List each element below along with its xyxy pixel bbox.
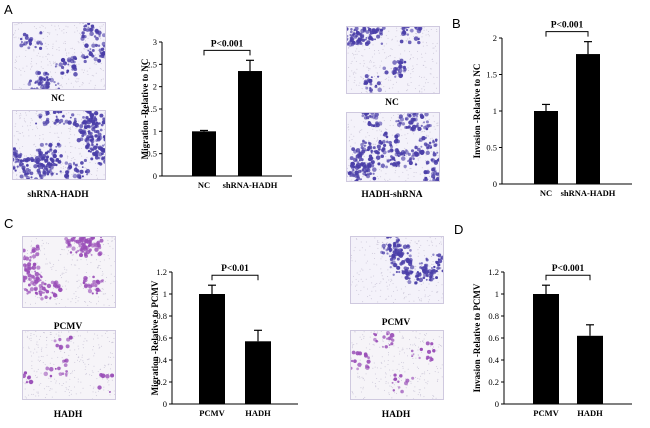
y-tick-label: 1 — [163, 289, 167, 299]
y-tick-label: 0.5 — [146, 149, 157, 159]
y-tick-label: 0 — [153, 171, 157, 181]
y-tick-label: 1.5 — [486, 70, 497, 80]
y-tick-label: 0.6 — [156, 333, 167, 343]
x-tick-label: HADH — [245, 408, 271, 418]
p-value-annotation: P<0.001 — [552, 264, 585, 274]
y-tick-label: 2 — [493, 33, 497, 43]
y-tick-label: 1 — [153, 126, 157, 136]
y-tick-label: 1.5 — [146, 104, 157, 114]
y-axis-label: Migration -Relative to NC — [140, 59, 150, 160]
micrograph-hadh-shrna-invasion — [346, 112, 440, 182]
x-tick-label: PCMV — [199, 408, 225, 418]
micrograph-pcmv-invasion — [350, 236, 444, 304]
y-tick-label: 0.6 — [488, 333, 499, 343]
y-tick-label: 0.8 — [156, 311, 167, 321]
y-tick-label: 0.4 — [488, 355, 499, 365]
micrograph-caption-nc-invasion: NC — [385, 98, 399, 108]
y-tick-label: 0.5 — [486, 143, 497, 153]
micrograph-caption-nc-migration: NC — [51, 94, 65, 104]
significance-bracket — [211, 274, 259, 281]
y-tick-label: 0 — [163, 399, 167, 409]
y-tick-label: 0.2 — [488, 377, 499, 387]
p-value-annotation: P<0.001 — [551, 21, 584, 31]
y-axis-label: Invasion -Relative to PCMV — [472, 283, 482, 392]
micrograph-nc-invasion — [346, 26, 440, 94]
bar — [534, 111, 558, 184]
panel-label-b: B — [452, 16, 461, 31]
x-tick-label: NC — [198, 180, 210, 190]
bar — [576, 54, 600, 185]
significance-bracket — [203, 49, 251, 56]
significance-bracket — [545, 31, 589, 37]
y-tick-label: 1 — [495, 289, 499, 299]
x-tick-label: shRNA-HADH — [561, 188, 616, 198]
y-axis-label: Invasion -Relative to NC — [472, 64, 482, 159]
micrograph-caption-hadh-shrna: HADH-shRNA — [361, 190, 423, 200]
x-tick-label: HADH — [577, 408, 603, 418]
bar — [245, 341, 271, 404]
panel-label-c: C — [4, 216, 14, 231]
bar — [192, 131, 216, 176]
y-tick-label: 0.8 — [488, 311, 499, 321]
p-value-annotation: P<0.01 — [221, 264, 249, 274]
y-tick-label: 2.5 — [146, 59, 157, 69]
x-tick-label: PCMV — [533, 408, 559, 418]
y-tick-label: 1.2 — [156, 267, 167, 277]
micrograph-caption-hadh-migration: HADH — [53, 410, 83, 420]
y-tick-label: 0.4 — [156, 355, 167, 365]
p-value-annotation: P<0.001 — [211, 39, 244, 49]
y-tick-label: 1.2 — [488, 267, 499, 277]
micrograph-shrna-hadh-migration — [12, 110, 106, 180]
y-tick-label: 3 — [153, 37, 157, 47]
significance-bracket — [545, 274, 591, 281]
y-tick-label: 2 — [153, 82, 157, 92]
x-tick-label: NC — [540, 188, 552, 198]
bar — [533, 294, 559, 404]
x-tick-label: shRNA-HADH — [223, 180, 278, 190]
bar — [577, 335, 603, 404]
micrograph-hadh-migration — [22, 330, 116, 400]
bar — [238, 71, 262, 176]
micrograph-caption-pcmv-migration: PCMV — [53, 322, 83, 332]
panel-label-d: D — [454, 222, 464, 237]
micrograph-pcmv-migration — [22, 236, 116, 308]
y-tick-label: 0 — [493, 179, 497, 189]
micrograph-nc-migration — [12, 22, 106, 90]
micrograph-caption-hadh-invasion: HADH — [381, 410, 411, 420]
bar — [199, 294, 225, 404]
micrograph-caption-shrna-hadh: shRNA-HADH — [27, 190, 89, 200]
y-tick-label: 1 — [493, 106, 497, 116]
y-tick-label: 0.2 — [156, 377, 167, 387]
panel-label-a: A — [4, 2, 13, 17]
y-axis-label: Migration -Relative to PCMV — [150, 280, 160, 395]
micrograph-hadh-invasion — [350, 330, 444, 400]
y-tick-label: 0 — [495, 399, 499, 409]
micrograph-caption-pcmv-invasion: PCMV — [381, 318, 411, 328]
